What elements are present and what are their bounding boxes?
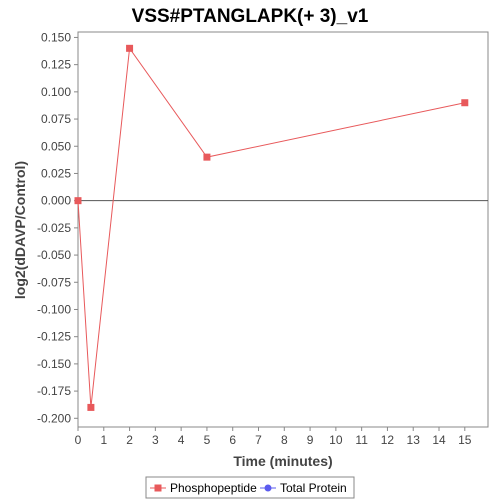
y-axis-title: log2(dDAVP/Control) (12, 161, 28, 299)
plot-area (77, 31, 489, 428)
y-tick-label: -0.150 (37, 357, 71, 371)
data-point (126, 44, 134, 52)
legend-marker-1 (264, 484, 272, 492)
data-point (87, 403, 95, 411)
y-tick-label: 0.100 (41, 85, 71, 99)
data-point (203, 153, 211, 161)
x-tick-label: 7 (255, 433, 262, 447)
x-tick-label: 3 (152, 433, 159, 447)
x-axis-title: Time (minutes) (233, 453, 332, 469)
y-tick-label: 0.025 (41, 166, 71, 180)
x-tick-label: 13 (407, 433, 421, 447)
y-tick-label: -0.125 (37, 330, 71, 344)
legend-label-1: Total Protein (280, 481, 347, 495)
x-tick-label: 10 (329, 433, 343, 447)
data-point (74, 197, 82, 205)
legend-box (145, 476, 355, 499)
y-tick-label: 0.050 (41, 139, 71, 153)
x-tick-label: 15 (458, 433, 472, 447)
legend: Phosphopeptide Total Protein (145, 476, 355, 499)
y-axis: 0.150 0.125 0.100 0.075 0.050 0.025 0.000 -0.02… (37, 30, 78, 425)
y-tick-label: -0.200 (37, 411, 71, 425)
chart-title: VSS#PTANGLAPK(+ 3)_v1 (132, 6, 369, 27)
plot-border (77, 31, 489, 428)
x-tick-label: 0 (75, 433, 82, 447)
y-tick-label: 0.125 (41, 58, 71, 72)
y-tick-label: 0.075 (41, 112, 71, 126)
series-layer (74, 44, 469, 411)
x-tick-label: 5 (204, 433, 211, 447)
x-tick-label: 9 (307, 433, 314, 447)
y-tick-label: 0.150 (41, 30, 71, 44)
x-axis: 0 1 2 3 4 5 6 7 8 9 10 11 12 13 14 15 (75, 427, 472, 447)
y-tick-label: 0.000 (41, 194, 71, 208)
legend-marker-0 (154, 484, 162, 492)
x-tick-label: 4 (178, 433, 185, 447)
x-tick-label: 8 (281, 433, 288, 447)
y-tick-label: -0.100 (37, 302, 71, 316)
legend-label-0: Phosphopeptide (170, 481, 257, 495)
data-point (461, 99, 469, 107)
x-tick-label: 6 (229, 433, 236, 447)
x-tick-label: 1 (100, 433, 107, 447)
y-tick-label: -0.050 (37, 248, 71, 262)
x-tick-label: 14 (432, 433, 446, 447)
x-tick-label: 12 (381, 433, 395, 447)
y-tick-label: -0.175 (37, 384, 71, 398)
x-tick-label: 2 (126, 433, 133, 447)
x-tick-label: 11 (355, 433, 368, 447)
y-tick-label: -0.075 (37, 275, 71, 289)
y-tick-label: -0.025 (37, 221, 71, 235)
